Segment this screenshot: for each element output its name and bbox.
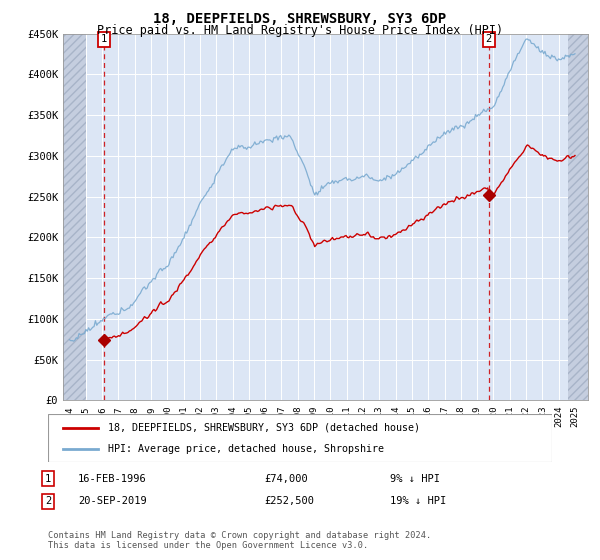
Text: Price paid vs. HM Land Registry's House Price Index (HPI): Price paid vs. HM Land Registry's House … xyxy=(97,24,503,37)
Text: £252,500: £252,500 xyxy=(264,496,314,506)
Text: 20-SEP-2019: 20-SEP-2019 xyxy=(78,496,147,506)
Text: 1: 1 xyxy=(101,34,107,44)
Bar xyxy=(568,34,588,400)
Text: 1: 1 xyxy=(45,474,51,484)
Text: 19% ↓ HPI: 19% ↓ HPI xyxy=(390,496,446,506)
Text: 2: 2 xyxy=(486,34,492,44)
Text: HPI: Average price, detached house, Shropshire: HPI: Average price, detached house, Shro… xyxy=(109,444,385,454)
Text: 2: 2 xyxy=(45,496,51,506)
Text: 9% ↓ HPI: 9% ↓ HPI xyxy=(390,474,440,484)
Text: 16-FEB-1996: 16-FEB-1996 xyxy=(78,474,147,484)
Text: 18, DEEPFIELDS, SHREWSBURY, SY3 6DP (detached house): 18, DEEPFIELDS, SHREWSBURY, SY3 6DP (det… xyxy=(109,423,421,433)
Text: Contains HM Land Registry data © Crown copyright and database right 2024.
This d: Contains HM Land Registry data © Crown c… xyxy=(48,531,431,550)
Bar xyxy=(63,34,86,400)
Text: 18, DEEPFIELDS, SHREWSBURY, SY3 6DP: 18, DEEPFIELDS, SHREWSBURY, SY3 6DP xyxy=(154,12,446,26)
Text: £74,000: £74,000 xyxy=(264,474,308,484)
